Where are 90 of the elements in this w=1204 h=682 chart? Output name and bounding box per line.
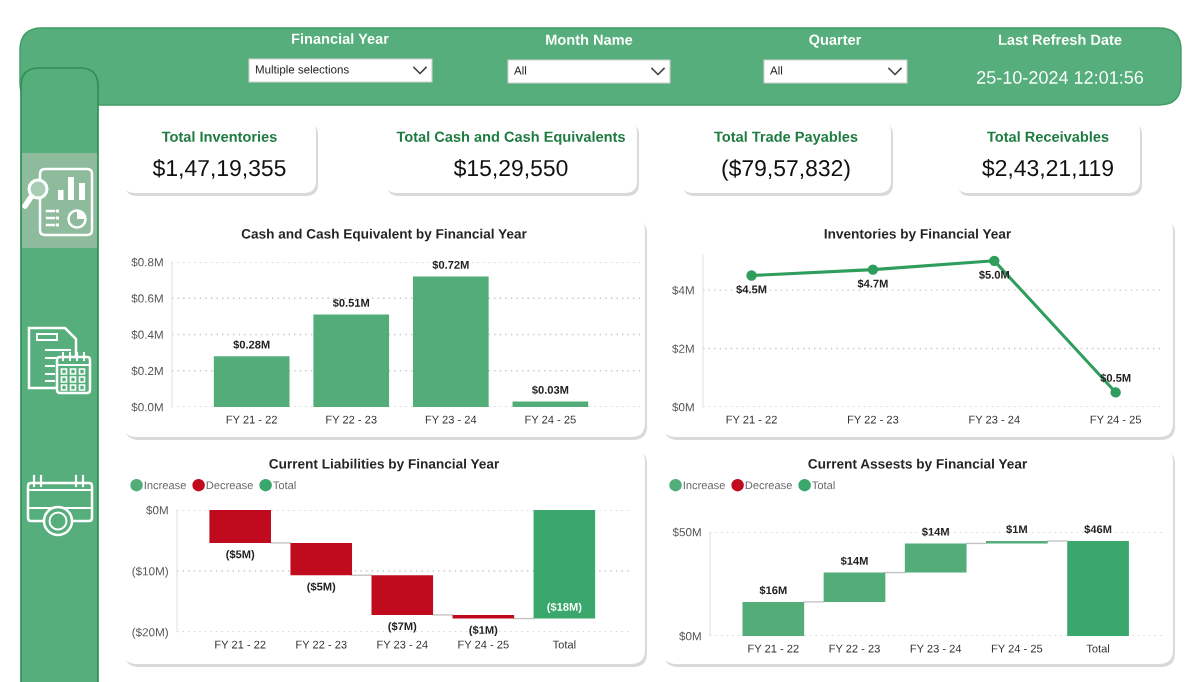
data-label: ($5M) (307, 582, 336, 593)
x-tick-label: FY 22 - 23 (847, 415, 899, 424)
y-tick-label: $0.2M (131, 366, 163, 376)
data-label: $4.5M (736, 284, 767, 295)
text: Last Refresh Date (998, 34, 1122, 45)
bar (452, 614, 515, 619)
legend-label: Increase (144, 481, 186, 490)
bar (290, 542, 353, 576)
data-label: $0.03M (532, 385, 569, 395)
data-label: $14M (840, 556, 868, 566)
data-label: $14M (921, 527, 949, 537)
x-tick-label: Total (552, 640, 576, 649)
data-label: ($18M) (547, 602, 582, 614)
y-tick-label: $0.8M (131, 257, 163, 268)
bar (371, 575, 434, 615)
y-tick-label: $0.4M (131, 330, 163, 340)
x-tick-label: FY 21 - 22 (748, 644, 799, 653)
x-tick-label: FY 24 - 25 (458, 640, 509, 649)
x-tick-label: FY 23 - 24 (425, 415, 477, 424)
bar (742, 601, 805, 636)
data-label: $46M (1084, 524, 1112, 534)
x-tick-label: FY 22 - 23 (326, 415, 377, 424)
point (989, 255, 1000, 267)
text: Total Cash and Cash Equivalents (396, 131, 625, 145)
y-tick-label: ($20M) (132, 627, 168, 639)
x-tick-label: FY 21 - 22 (726, 415, 777, 424)
text: Total Trade Payables (714, 131, 858, 145)
bar (533, 510, 596, 619)
text: Financial Year (292, 33, 389, 44)
data-label: ($5M) (226, 549, 255, 561)
bar (209, 510, 271, 543)
text: Quarter (809, 34, 862, 48)
data-label: $1M (1006, 524, 1027, 534)
y-tick-label: $0M (679, 631, 701, 642)
y-tick-label: $50M (672, 527, 701, 538)
y-tick-label: $2M (672, 344, 694, 354)
text: Multiple selections (255, 65, 349, 76)
data-label: $4.7M (857, 279, 888, 289)
legend-label: Decrease (745, 481, 792, 490)
x-tick-label: FY 21 - 22 (226, 415, 277, 424)
text: $2,43,21,119 (982, 158, 1113, 179)
bar (1067, 540, 1129, 636)
x-tick-label: FY 22 - 23 (296, 640, 347, 649)
bar (313, 314, 390, 407)
bar (213, 356, 290, 407)
text: $1,47,19,355 (152, 158, 286, 179)
x-tick-label: Total (1086, 644, 1110, 653)
legend-label: Increase (683, 481, 725, 490)
point (1110, 387, 1121, 398)
data-label: $0.28M (233, 340, 270, 350)
text: All (514, 66, 527, 75)
y-tick-label: $0M (146, 505, 168, 516)
legend-label: Total (273, 481, 296, 490)
text: ($79,57,832) (722, 159, 850, 181)
bar (823, 572, 886, 602)
chart-title: Cash and Cash Equivalent by Financial Year (241, 228, 527, 242)
data-label: $0.51M (332, 298, 370, 308)
y-tick-label: $0.6M (131, 293, 163, 304)
data-label: ($1M) (469, 625, 498, 637)
chart-title: Inventories by Financial Year (824, 228, 1011, 242)
chart-title: Current Liabilities by Financial Year (269, 458, 500, 472)
x-tick-label: FY 22 - 23 (829, 644, 880, 653)
text: Total Inventories (161, 131, 277, 142)
y-tick-label: $0.0M (131, 402, 163, 413)
bar (412, 276, 489, 407)
x-tick-label: FY 23 - 24 (969, 415, 1020, 424)
x-tick-label: FY 24 - 25 (991, 644, 1043, 653)
x-tick-label: FY 23 - 24 (377, 640, 428, 649)
data-label: ($7M) (388, 621, 417, 633)
point (746, 270, 757, 281)
legend-label: Decrease (206, 481, 253, 490)
chart-title: Current Assests by Financial Year (808, 458, 1027, 472)
text: 25-10-2024 12:01:56 (977, 71, 1144, 84)
x-tick-label: FY 24 - 25 (525, 415, 576, 424)
bar (904, 543, 967, 573)
y-tick-label: $4M (672, 285, 694, 296)
x-tick-label: FY 24 - 25 (1090, 415, 1142, 424)
x-tick-label: FY 23 - 24 (910, 644, 962, 653)
text: Month Name (546, 34, 633, 45)
x-tick-label: FY 21 - 22 (215, 640, 266, 649)
text: Total Receivables (987, 131, 1109, 142)
text: All (770, 66, 783, 75)
data-label: $0.72M (432, 260, 469, 270)
point (867, 264, 879, 275)
y-tick-label: ($10M) (132, 566, 168, 578)
bar (512, 401, 589, 407)
legend-label: Total (812, 481, 835, 490)
text: $15,29,550 (453, 158, 568, 179)
data-label: $16M (759, 585, 787, 595)
y-tick-label: $0M (672, 402, 694, 413)
